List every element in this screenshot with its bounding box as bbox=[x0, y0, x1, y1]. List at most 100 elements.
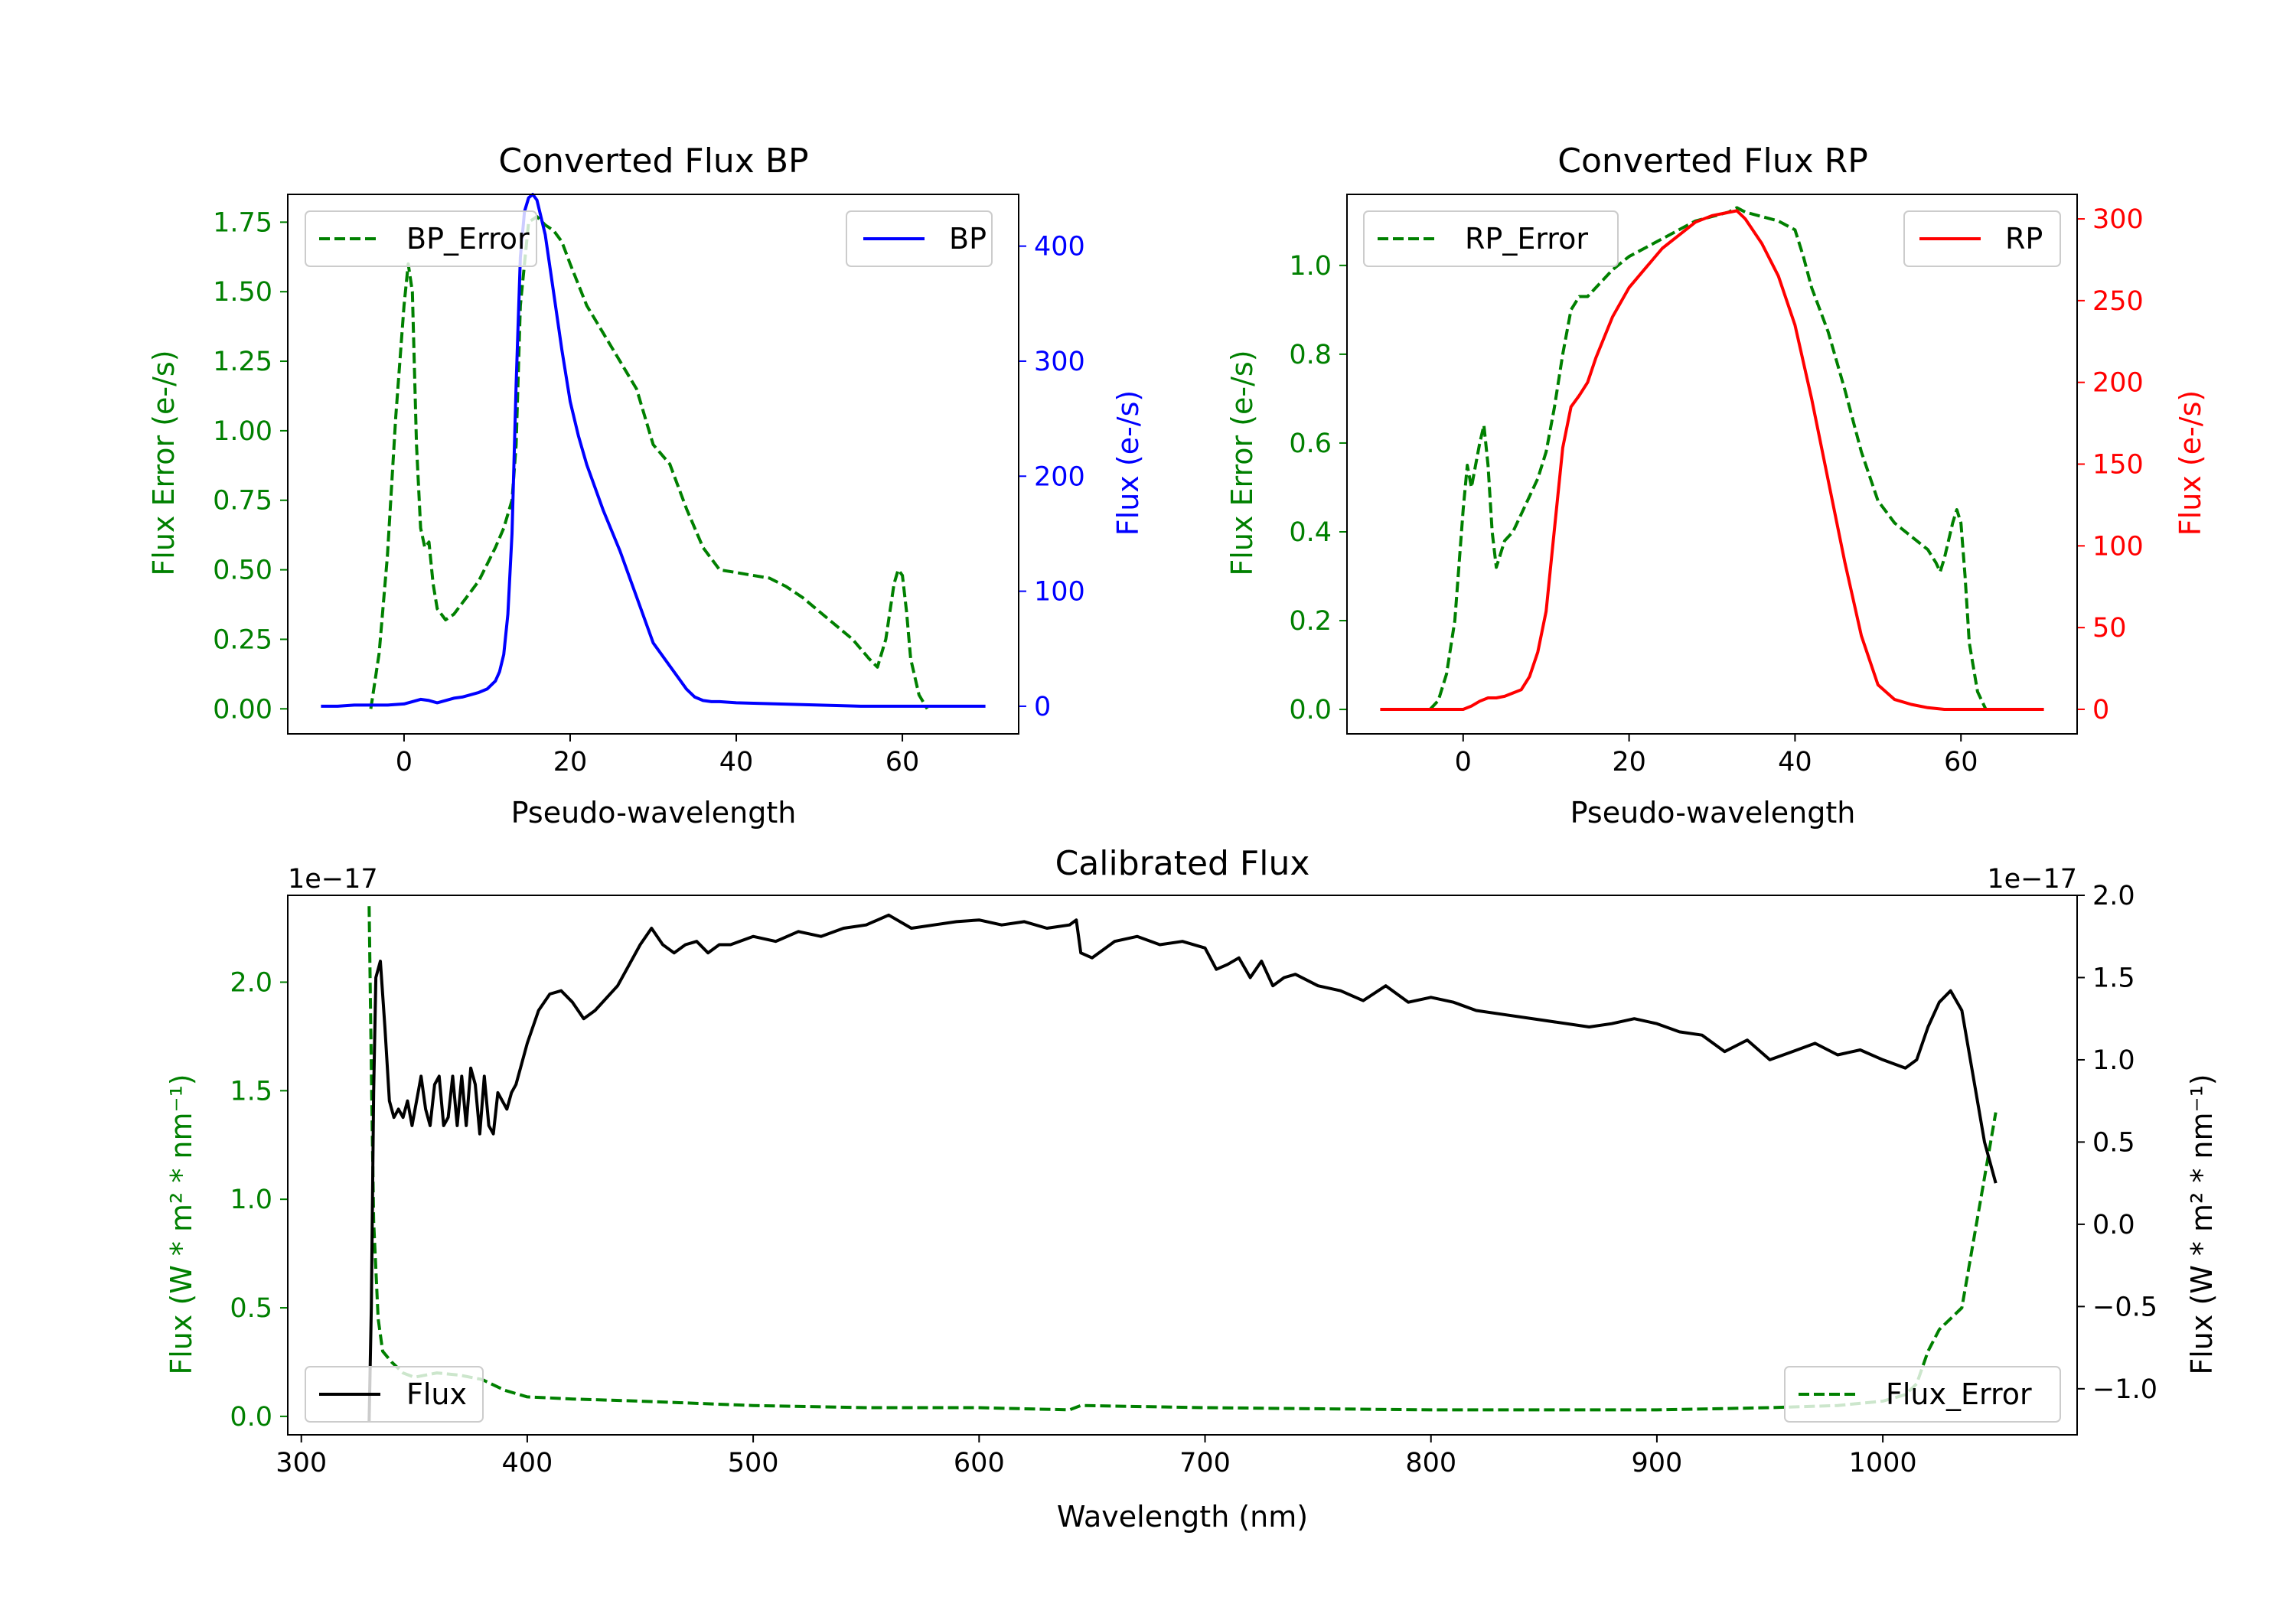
calibrated-y-right-label: Flux (W * m² * nm⁻¹) bbox=[2185, 1074, 2219, 1374]
rp-y-left-tick-label-2: 0.4 bbox=[1289, 517, 1332, 548]
rp-series-rp bbox=[1380, 209, 2044, 711]
rp-y-right-tick-label-0: 0 bbox=[2092, 695, 2109, 725]
calibrated-legend-right: Flux_Error bbox=[1784, 1366, 2061, 1423]
bp-series-bp bbox=[321, 193, 986, 708]
rp-x-tick-label-1: 20 bbox=[1612, 747, 1646, 777]
panel-calibrated: Calibrated Flux 1e−17 1e−17 Wavelength (… bbox=[165, 844, 2219, 1534]
rp-x-ticks: 0 20 40 60 bbox=[1455, 734, 1978, 777]
bp-y-right-tick-label-4: 400 bbox=[1034, 232, 1085, 262]
rp-legend-error-label: RP_Error bbox=[1465, 222, 1588, 256]
rp-y-left-label: Flux Error (e-/s) bbox=[1225, 350, 1259, 575]
calibrated-x-tick-label-2: 500 bbox=[728, 1448, 779, 1478]
calibrated-plot-frame bbox=[287, 895, 2078, 1436]
calibrated-legend-right-box bbox=[1784, 1366, 2061, 1423]
calibrated-y-right-tick-label-0: −1.0 bbox=[2092, 1374, 2157, 1405]
bp-y-right-tick-label-2: 200 bbox=[1034, 461, 1085, 492]
bp-y-left-tick-label-5: 1.25 bbox=[213, 347, 272, 377]
calibrated-legend-flux-label: Flux bbox=[406, 1377, 467, 1411]
calibrated-legend-error-label: Flux_Error bbox=[1886, 1377, 2032, 1411]
rp-lines bbox=[1380, 206, 2044, 711]
rp-title: Converted Flux RP bbox=[1557, 142, 1868, 181]
bp-x-tick-label-1: 20 bbox=[553, 747, 588, 777]
bp-y-left-ticks: 0.00 0.25 0.50 0.75 1.00 1.25 1.50 1.75 bbox=[213, 207, 288, 725]
calibrated-series-flux bbox=[367, 913, 1998, 1422]
rp-y-left-ticks: 0.0 0.2 0.4 0.6 0.8 1.0 bbox=[1289, 251, 1347, 725]
calibrated-y-left-tick-label-4: 2.0 bbox=[230, 967, 272, 998]
bp-y-right-label: Flux (e-/s) bbox=[1111, 390, 1145, 536]
calibrated-y-left-tick-label-1: 0.5 bbox=[230, 1293, 272, 1324]
bp-x-tick-label-0: 0 bbox=[396, 747, 413, 777]
calibrated-x-tick-label-3: 600 bbox=[954, 1448, 1005, 1478]
rp-plot-frame bbox=[1346, 194, 2078, 735]
rp-legend-left-box bbox=[1363, 210, 1619, 267]
calibrated-y-left-label: Flux (W * m² * nm⁻¹) bbox=[165, 1074, 198, 1374]
bp-x-tick-label-3: 60 bbox=[885, 747, 920, 777]
bp-x-axis-label: Pseudo-wavelength bbox=[511, 796, 797, 830]
bp-x-tick-label-2: 40 bbox=[719, 747, 754, 777]
bp-legend-left: BP_Error bbox=[305, 210, 537, 267]
bp-y-left-tick-label-4: 1.00 bbox=[213, 416, 272, 447]
bp-y-left-tick-label-0: 0.00 bbox=[213, 694, 272, 725]
bp-lines bbox=[321, 193, 986, 710]
rp-legend-left: RP_Error bbox=[1363, 210, 1619, 267]
rp-y-left-tick-label-1: 0.2 bbox=[1289, 606, 1332, 637]
bp-y-right-ticks: 0 100 200 300 400 bbox=[1019, 232, 1085, 722]
rp-y-right-tick-label-5: 250 bbox=[2092, 286, 2144, 317]
rp-x-axis-label: Pseudo-wavelength bbox=[1570, 796, 1856, 830]
bp-legend-error-label: BP_Error bbox=[406, 222, 530, 256]
bp-y-right-tick-label-3: 300 bbox=[1034, 347, 1085, 377]
calibrated-right-offset-text: 1e−17 bbox=[1987, 864, 2077, 895]
calibrated-y-right-tick-label-6: 2.0 bbox=[2092, 881, 2135, 911]
bp-y-left-tick-label-3: 0.75 bbox=[213, 486, 272, 517]
bp-legend-right: BP bbox=[846, 210, 993, 267]
bp-y-left-tick-label-2: 0.50 bbox=[213, 556, 272, 586]
rp-y-left-tick-label-3: 0.6 bbox=[1289, 429, 1332, 459]
calibrated-y-left-tick-label-3: 1.5 bbox=[230, 1076, 272, 1107]
calibrated-x-tick-label-0: 300 bbox=[276, 1448, 327, 1478]
rp-y-right-tick-label-1: 50 bbox=[2092, 613, 2127, 644]
calibrated-y-right-tick-label-5: 1.5 bbox=[2092, 963, 2135, 993]
calibrated-left-offset-text: 1e−17 bbox=[288, 864, 378, 895]
rp-y-right-tick-label-3: 150 bbox=[2092, 450, 2144, 481]
bp-y-left-tick-label-7: 1.75 bbox=[213, 207, 272, 238]
rp-legend-right: RP bbox=[1903, 210, 2061, 267]
calibrated-legend-left: Flux bbox=[305, 1366, 484, 1423]
calibrated-y-right-tick-label-4: 1.0 bbox=[2092, 1045, 2135, 1076]
bp-legend-bp-label: BP bbox=[949, 222, 987, 256]
panel-bp: Converted Flux BP Pseudo-wavelength Flux… bbox=[147, 142, 1145, 830]
bp-y-right-tick-label-1: 100 bbox=[1034, 577, 1085, 608]
calibrated-x-tick-label-7: 1000 bbox=[1849, 1448, 1917, 1478]
calibrated-x-tick-label-6: 900 bbox=[1632, 1448, 1683, 1478]
calibrated-y-left-ticks: 0.0 0.5 1.0 1.5 2.0 bbox=[230, 967, 288, 1433]
rp-y-right-label: Flux (e-/s) bbox=[2174, 390, 2207, 536]
calibrated-y-right-ticks: −1.0 −0.5 0.0 0.5 1.0 1.5 2.0 bbox=[2077, 881, 2157, 1405]
calibrated-legend-left-box bbox=[305, 1366, 484, 1423]
bp-plot-frame bbox=[287, 194, 1019, 735]
calibrated-lines bbox=[367, 906, 1998, 1422]
calibrated-series-flux-error bbox=[367, 906, 1998, 1412]
calibrated-y-right-tick-label-2: 0.0 bbox=[2092, 1210, 2135, 1240]
rp-y-left-tick-label-5: 1.0 bbox=[1289, 251, 1332, 282]
rp-x-tick-label-2: 40 bbox=[1778, 747, 1812, 777]
calibrated-x-tick-label-1: 400 bbox=[502, 1448, 553, 1478]
rp-x-tick-label-3: 60 bbox=[1944, 747, 1978, 777]
calibrated-y-right-tick-label-1: −0.5 bbox=[2092, 1292, 2157, 1322]
rp-y-left-tick-label-0: 0.0 bbox=[1289, 695, 1332, 725]
calibrated-title: Calibrated Flux bbox=[1055, 844, 1310, 883]
rp-legend-rp-label: RP bbox=[2005, 222, 2043, 256]
calibrated-x-tick-label-4: 700 bbox=[1179, 1448, 1231, 1478]
bp-y-left-tick-label-6: 1.50 bbox=[213, 277, 272, 308]
bp-title: Converted Flux BP bbox=[498, 142, 808, 181]
panel-rp: Converted Flux RP Pseudo-wavelength Flux… bbox=[1225, 142, 2207, 830]
calibrated-y-left-tick-label-0: 0.0 bbox=[230, 1402, 272, 1433]
bp-x-ticks: 0 20 40 60 bbox=[396, 734, 920, 777]
rp-y-right-ticks: 0 50 100 150 200 250 300 bbox=[2077, 204, 2144, 725]
rp-y-right-tick-label-2: 100 bbox=[2092, 531, 2144, 562]
rp-x-tick-label-0: 0 bbox=[1455, 747, 1472, 777]
rp-y-right-tick-label-4: 200 bbox=[2092, 368, 2144, 399]
bp-y-right-tick-label-0: 0 bbox=[1034, 692, 1051, 722]
calibrated-x-tick-label-5: 800 bbox=[1405, 1448, 1456, 1478]
calibrated-y-left-tick-label-2: 1.0 bbox=[230, 1185, 272, 1215]
